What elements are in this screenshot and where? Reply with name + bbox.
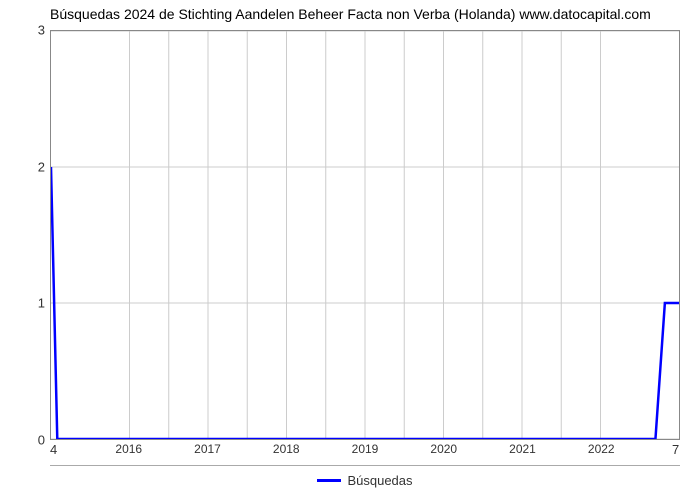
y-tick-label: 0 bbox=[25, 433, 45, 448]
y-tick-label: 3 bbox=[25, 23, 45, 38]
corner-bottom-right-label: 7 bbox=[672, 442, 679, 457]
legend: Búsquedas bbox=[50, 465, 680, 494]
y-tick-label: 1 bbox=[25, 296, 45, 311]
plot-area bbox=[50, 30, 680, 440]
chart-container: Búsquedas 2024 de Stichting Aandelen Beh… bbox=[0, 0, 700, 500]
legend-swatch bbox=[317, 479, 341, 482]
line-chart-svg bbox=[51, 31, 679, 439]
y-tick-label: 2 bbox=[25, 159, 45, 174]
chart-title: Búsquedas 2024 de Stichting Aandelen Beh… bbox=[50, 6, 651, 22]
x-tick-label: 2020 bbox=[430, 442, 457, 456]
x-tick-label: 2019 bbox=[352, 442, 379, 456]
x-tick-label: 2018 bbox=[273, 442, 300, 456]
x-tick-label: 2022 bbox=[588, 442, 615, 456]
x-tick-label: 2017 bbox=[194, 442, 221, 456]
corner-bottom-left-label: 4 bbox=[50, 442, 57, 457]
x-tick-label: 2021 bbox=[509, 442, 536, 456]
x-tick-label: 2016 bbox=[115, 442, 142, 456]
legend-label: Búsquedas bbox=[347, 473, 412, 488]
